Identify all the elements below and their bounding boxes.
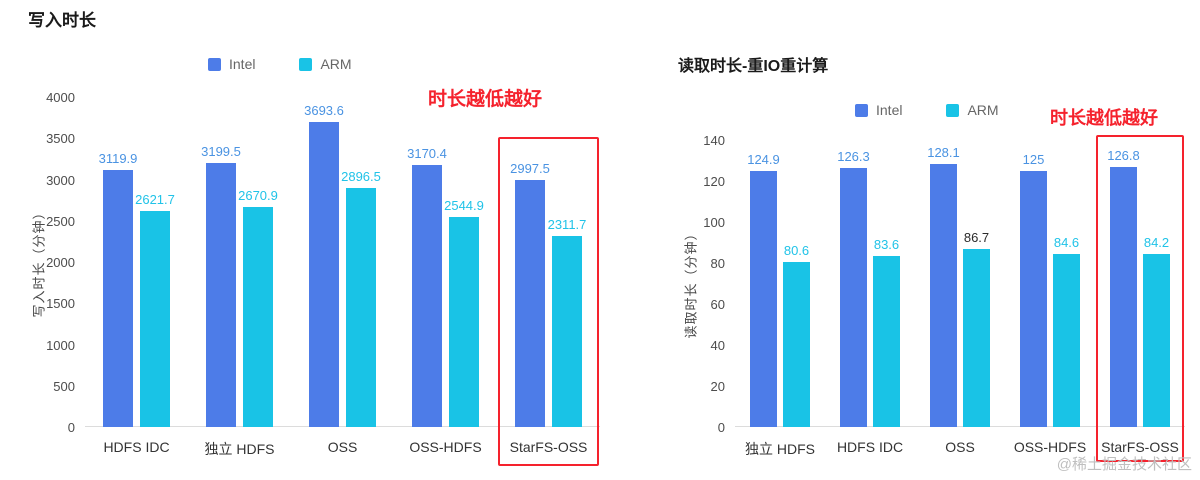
bar-intel-4 <box>515 179 545 427</box>
y-tick-label: 2500 <box>46 213 75 229</box>
bar-arm-4 <box>552 236 582 427</box>
bar-arm-3 <box>449 217 479 427</box>
x-category-label: 独立 HDFS <box>745 441 815 457</box>
bar-value-label: 2896.5 <box>341 169 381 185</box>
bar-value-label: 84.6 <box>1053 234 1080 250</box>
y-tick-label: 20 <box>710 379 725 394</box>
bar-value-label: 126.3 <box>837 149 870 165</box>
bar-value-label: 128.1 <box>927 145 960 161</box>
legend-item-intel: Intel <box>208 56 255 72</box>
bar-arm-0 <box>140 210 170 427</box>
bar-value-label: 83.6 <box>873 236 900 252</box>
y-tick-label: 80 <box>710 256 725 271</box>
bar-value-label: 84.2 <box>1143 235 1170 251</box>
bar-intel-2 <box>309 122 339 427</box>
bar-arm-4 <box>1143 254 1170 427</box>
highlight-box-starfs-oss <box>1096 135 1184 462</box>
bar-value-label: 2670.9 <box>238 187 278 203</box>
intel-legend-label: Intel <box>876 102 903 118</box>
bar-arm-2 <box>346 188 376 427</box>
y-tick-label: 0 <box>717 420 725 435</box>
y-tick-label: 500 <box>53 378 75 394</box>
bar-value-label: 3170.4 <box>407 146 447 162</box>
x-category-label: StarFS-OSS <box>509 439 588 455</box>
bar-value-label: 3199.5 <box>201 144 241 160</box>
y-tick-label: 1500 <box>46 296 75 312</box>
bar-intel-2 <box>930 164 957 427</box>
y-tick-label: 40 <box>710 338 725 353</box>
bar-intel-1 <box>840 168 867 427</box>
bar-intel-3 <box>1020 170 1047 427</box>
y-tick-label: 4000 <box>46 90 75 105</box>
intel-legend-swatch <box>208 57 221 71</box>
chart-title: 写入时长 <box>28 11 96 30</box>
arm-legend-swatch <box>299 57 313 71</box>
y-tick-label: 100 <box>703 215 725 230</box>
bar-arm-2 <box>963 249 990 427</box>
bar-intel-4 <box>1110 167 1137 427</box>
intel-legend-swatch <box>855 103 868 117</box>
bar-arm-1 <box>873 255 900 427</box>
x-category-label: OSS-HDFS <box>1013 439 1087 455</box>
legend-item-arm: ARM <box>946 102 999 118</box>
bar-value-label: 2544.9 <box>444 198 484 214</box>
annotation-lower-is-better: 时长越低越好 <box>428 89 543 110</box>
y-tick-label: 3000 <box>46 172 75 188</box>
bar-arm-1 <box>243 206 273 427</box>
bar-arm-0 <box>783 261 810 427</box>
x-category-label: OSS-HDFS <box>409 439 482 455</box>
highlight-box-starfs-oss <box>498 137 599 466</box>
arm-legend-label: ARM <box>320 56 352 72</box>
y-tick-label: 1000 <box>46 337 75 353</box>
watermark: @稀土掘金技术社区 <box>1056 456 1192 473</box>
x-category-label: HDFS IDC <box>836 439 904 455</box>
bar-value-label: 126.8 <box>1107 148 1140 164</box>
x-category-label: HDFS IDC <box>103 439 170 455</box>
chart-title: 读取时长-重IO重计算 <box>678 58 829 75</box>
y-tick-label: 2000 <box>46 255 75 270</box>
x-category-label: OSS <box>327 439 358 455</box>
bar-value-label: 125 <box>1022 151 1045 167</box>
bar-intel-0 <box>103 169 133 427</box>
bar-value-label: 2311.7 <box>547 217 587 233</box>
bar-value-label: 3693.6 <box>304 103 344 119</box>
y-tick-label: 120 <box>703 174 725 189</box>
plot-area <box>85 97 600 427</box>
y-tick-label: 0 <box>67 420 75 435</box>
x-category-label: OSS <box>945 439 975 455</box>
bar-value-label: 124.9 <box>747 151 780 167</box>
bar-value-label: 3119.9 <box>98 150 138 166</box>
bar-intel-3 <box>412 165 442 427</box>
bar-arm-3 <box>1053 253 1080 427</box>
arm-legend-swatch <box>946 103 960 117</box>
write-duration-chart: 写入时长 Intel ARM 时长越低越好 写入时长（分钟） 0 500 1000 1… <box>28 11 600 466</box>
x-category-label: StarFS-OSS <box>1101 439 1179 455</box>
bar-value-label: 80.6 <box>783 242 810 258</box>
y-tick-label: 60 <box>710 297 725 312</box>
legend: Intel ARM <box>208 56 352 72</box>
legend-item-arm: ARM <box>299 56 352 72</box>
legend: Intel ARM <box>855 102 999 118</box>
legend-item-intel: Intel <box>855 102 902 118</box>
bar-value-label: 86.7 <box>963 230 990 246</box>
x-category-label: 独立 HDFS <box>204 441 275 457</box>
intel-legend-label: Intel <box>229 56 256 72</box>
annotation-lower-is-better: 时长越低越好 <box>1050 108 1158 128</box>
arm-legend-label: ARM <box>967 102 999 118</box>
bar-value-label: 2621.7 <box>135 191 175 207</box>
y-tick-label: 140 <box>703 133 725 148</box>
plot-area <box>735 140 1185 427</box>
bar-intel-1 <box>206 163 236 427</box>
y-tick-label: 3500 <box>46 131 75 147</box>
bar-value-label: 2997.5 <box>510 160 550 176</box>
bar-intel-0 <box>750 170 777 427</box>
